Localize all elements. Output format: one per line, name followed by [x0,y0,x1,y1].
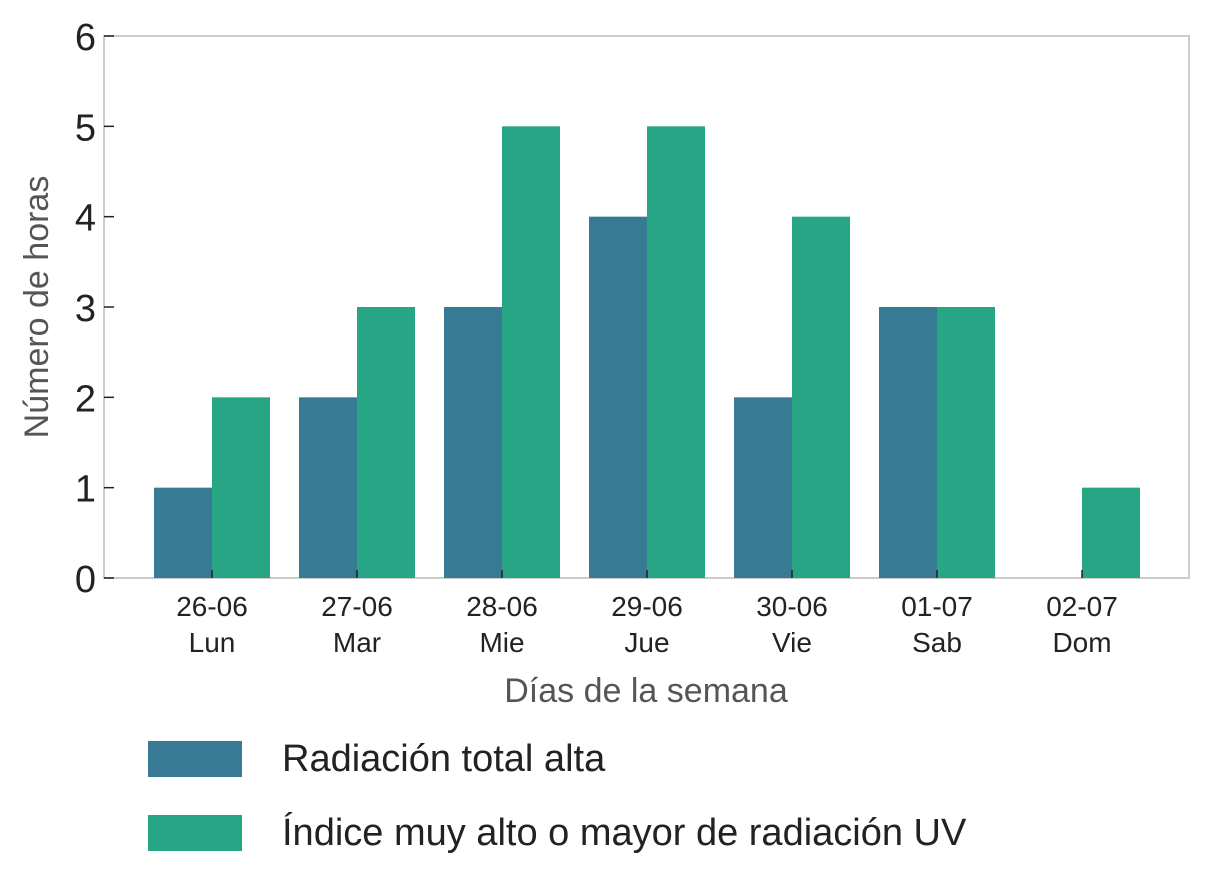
y-axis-label: Número de horas [18,176,56,439]
x-tick-label-day-Lun: Lun [189,627,236,658]
x-tick-label-day-Mar: Mar [333,627,381,658]
bar-series2-26-06 [212,397,270,578]
bar-series2-01-07 [937,307,995,578]
y-tick-label-0: 0 [75,559,96,601]
x-tick-label-day-Jue: Jue [624,627,669,658]
bars-group [154,126,1140,578]
legend-item-radiacion-total: Radiación total alta [148,722,966,796]
legend: Radiación total alta Índice muy alto o m… [148,722,966,870]
bar-series1-27-06 [299,397,357,578]
y-tick-label-4: 4 [75,198,96,240]
y-tick-label-5: 5 [75,107,96,149]
bar-series1-29-06 [589,216,647,578]
bar-series1-28-06 [444,307,502,578]
x-tick-label-date-02-07: 02-07 [1046,591,1118,622]
x-tick-label-day-Sab: Sab [912,627,962,658]
x-axis-label: Días de la semana [504,672,788,710]
y-tick-label-2: 2 [75,378,96,420]
x-tick-label-date-26-06: 26-06 [176,591,248,622]
bar-series1-30-06 [734,397,792,578]
x-tick-label-day-Vie: Vie [772,627,812,658]
y-tick-label-3: 3 [75,288,96,330]
bar-series2-29-06 [647,126,705,578]
bar-series2-30-06 [792,216,850,578]
legend-label-radiacion-total: Radiación total alta [282,737,606,780]
y-tick-label-6: 6 [75,17,96,59]
bar-series1-01-07 [879,307,937,578]
legend-swatch-indice-uv [148,815,242,851]
bar-series2-27-06 [357,307,415,578]
legend-item-indice-uv: Índice muy alto o mayor de radiación UV [148,796,966,870]
x-tick-label-date-27-06: 27-06 [321,591,393,622]
legend-swatch-radiacion-total [148,741,242,777]
x-tick-label-date-30-06: 30-06 [756,591,828,622]
x-axis-ticks: 26-06 Lun 27-06 Mar 28-06 Mie 29-06 Jue 30-06 Vie… [176,570,1118,658]
y-tick-label-1: 1 [75,469,96,511]
x-tick-label-date-29-06: 29-06 [611,591,683,622]
x-tick-label-day-Dom: Dom [1052,627,1111,658]
legend-label-indice-uv: Índice muy alto o mayor de radiación UV [282,811,967,854]
bar-series1-26-06 [154,487,212,578]
bar-series2-28-06 [502,126,560,578]
x-tick-label-date-01-07: 01-07 [901,591,973,622]
bar-series2-02-07 [1082,487,1140,578]
x-tick-label-date-28-06: 28-06 [466,591,538,622]
x-tick-label-day-Mie: Mie [479,627,524,658]
y-axis-ticks: 0 1 2 3 4 5 6 [75,17,114,601]
